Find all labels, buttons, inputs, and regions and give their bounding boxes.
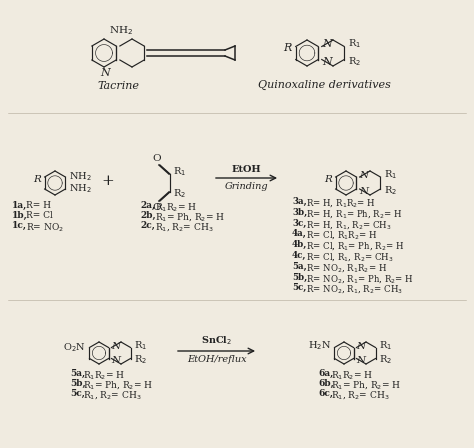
Text: R= Cl, R$_1$R$_2$= H: R= Cl, R$_1$R$_2$= H xyxy=(306,229,378,241)
Text: R$_1$, R$_2$= CH$_3$: R$_1$, R$_2$= CH$_3$ xyxy=(83,389,142,401)
Text: 4a,: 4a, xyxy=(292,229,307,238)
Text: R= H, R$_1$, R$_2$= CH$_3$: R= H, R$_1$, R$_2$= CH$_3$ xyxy=(306,219,392,231)
Text: H$_2$N: H$_2$N xyxy=(308,340,331,353)
Text: EtOH/reflux: EtOH/reflux xyxy=(187,355,246,364)
Text: R= Cl, R$_1$, R$_2$= CH$_3$: R= Cl, R$_1$, R$_2$= CH$_3$ xyxy=(306,251,393,263)
Text: N: N xyxy=(111,341,120,350)
Text: 5b,: 5b, xyxy=(70,379,86,388)
Text: R$_1$R$_2$= H: R$_1$R$_2$= H xyxy=(83,369,125,382)
Text: R$_1$: R$_1$ xyxy=(379,340,392,353)
Text: N: N xyxy=(356,341,365,350)
Text: 5b,: 5b, xyxy=(292,272,307,282)
Text: R= Cl: R= Cl xyxy=(26,211,53,220)
Text: R$_2$: R$_2$ xyxy=(348,56,361,69)
Text: +: + xyxy=(101,174,114,188)
Text: 6c,: 6c, xyxy=(318,389,333,398)
Text: R: R xyxy=(324,175,332,184)
Text: R$_2$: R$_2$ xyxy=(384,185,397,198)
Text: O$_2$N: O$_2$N xyxy=(63,341,86,354)
Text: R$_2$: R$_2$ xyxy=(134,353,147,366)
Text: 2b,: 2b, xyxy=(140,211,155,220)
Text: 3c,: 3c, xyxy=(292,219,306,228)
Text: O: O xyxy=(153,154,161,163)
Text: 1a,: 1a, xyxy=(12,201,27,210)
Text: 5c,: 5c, xyxy=(70,389,85,398)
Text: 1c,: 1c, xyxy=(12,221,27,230)
Text: O: O xyxy=(153,203,161,212)
Text: R$_2$: R$_2$ xyxy=(173,188,186,200)
Text: R$_1$, R$_2$= CH$_3$: R$_1$, R$_2$= CH$_3$ xyxy=(331,389,390,401)
Text: R$_1$= Ph, R$_2$= H: R$_1$= Ph, R$_2$= H xyxy=(83,379,153,391)
Text: R= Cl, R$_1$= Ph, R$_2$= H: R= Cl, R$_1$= Ph, R$_2$= H xyxy=(306,240,404,252)
Text: 4c,: 4c, xyxy=(292,251,307,260)
Text: R$_1$R$_2$= H: R$_1$R$_2$= H xyxy=(155,201,197,214)
Text: N: N xyxy=(100,68,110,78)
Text: R$_2$: R$_2$ xyxy=(379,353,392,366)
Text: SnCl$_2$: SnCl$_2$ xyxy=(201,334,232,347)
Text: 3a,: 3a, xyxy=(292,197,307,206)
Text: 1b,: 1b, xyxy=(12,211,28,220)
Text: 3b,: 3b, xyxy=(292,208,307,217)
Text: EtOH: EtOH xyxy=(232,165,261,174)
Text: 6b,: 6b, xyxy=(318,379,334,388)
Text: R$_1$: R$_1$ xyxy=(384,168,397,181)
Text: R$_1$: R$_1$ xyxy=(134,340,147,353)
Text: R$_1$R$_2$= H: R$_1$R$_2$= H xyxy=(331,369,373,382)
Text: R: R xyxy=(33,175,41,184)
Text: N: N xyxy=(356,356,365,365)
Text: NH$_2$: NH$_2$ xyxy=(109,24,133,37)
Text: R= NO$_2$, R$_1$R$_2$= H: R= NO$_2$, R$_1$R$_2$= H xyxy=(306,262,387,274)
Text: Grinding: Grinding xyxy=(225,182,268,191)
Text: Quinoxaline derivatives: Quinoxaline derivatives xyxy=(257,80,391,90)
Text: 6a,: 6a, xyxy=(318,369,333,378)
Text: 4b,: 4b, xyxy=(292,240,307,249)
Text: R= H: R= H xyxy=(26,201,51,210)
Text: R$_1$, R$_2$= CH$_3$: R$_1$, R$_2$= CH$_3$ xyxy=(155,221,214,233)
Text: R$_1$: R$_1$ xyxy=(348,38,361,51)
Text: R$_1$= Ph, R$_2$= H: R$_1$= Ph, R$_2$= H xyxy=(155,211,225,223)
Text: NH$_2$: NH$_2$ xyxy=(69,183,91,195)
Text: R= NO$_2$, R$_1$= Ph, R$_2$= H: R= NO$_2$, R$_1$= Ph, R$_2$= H xyxy=(306,272,414,284)
Text: R= NO$_2$, R$_1$, R$_2$= CH$_3$: R= NO$_2$, R$_1$, R$_2$= CH$_3$ xyxy=(306,284,403,295)
Text: N: N xyxy=(322,39,332,49)
Text: NH$_2$: NH$_2$ xyxy=(69,171,91,183)
Text: 5a,: 5a, xyxy=(70,369,85,378)
Text: R= NO$_2$: R= NO$_2$ xyxy=(26,221,64,233)
Text: N: N xyxy=(322,57,332,67)
Text: R$_1$: R$_1$ xyxy=(173,166,186,178)
Text: R$_1$= Ph, R$_2$= H: R$_1$= Ph, R$_2$= H xyxy=(331,379,401,391)
Text: R= H, R$_1$= Ph, R$_2$= H: R= H, R$_1$= Ph, R$_2$= H xyxy=(306,208,402,220)
Text: 2c,: 2c, xyxy=(140,221,155,230)
Text: N: N xyxy=(359,186,369,195)
Text: N: N xyxy=(111,356,120,365)
Text: R: R xyxy=(283,43,292,53)
Text: 2a,: 2a, xyxy=(140,201,155,210)
Text: Tacrine: Tacrine xyxy=(97,81,139,91)
Text: 5a,: 5a, xyxy=(292,262,307,271)
Text: R= H, R$_1$R$_2$= H: R= H, R$_1$R$_2$= H xyxy=(306,197,376,209)
Text: 5c,: 5c, xyxy=(292,284,306,293)
Text: N: N xyxy=(359,171,369,180)
